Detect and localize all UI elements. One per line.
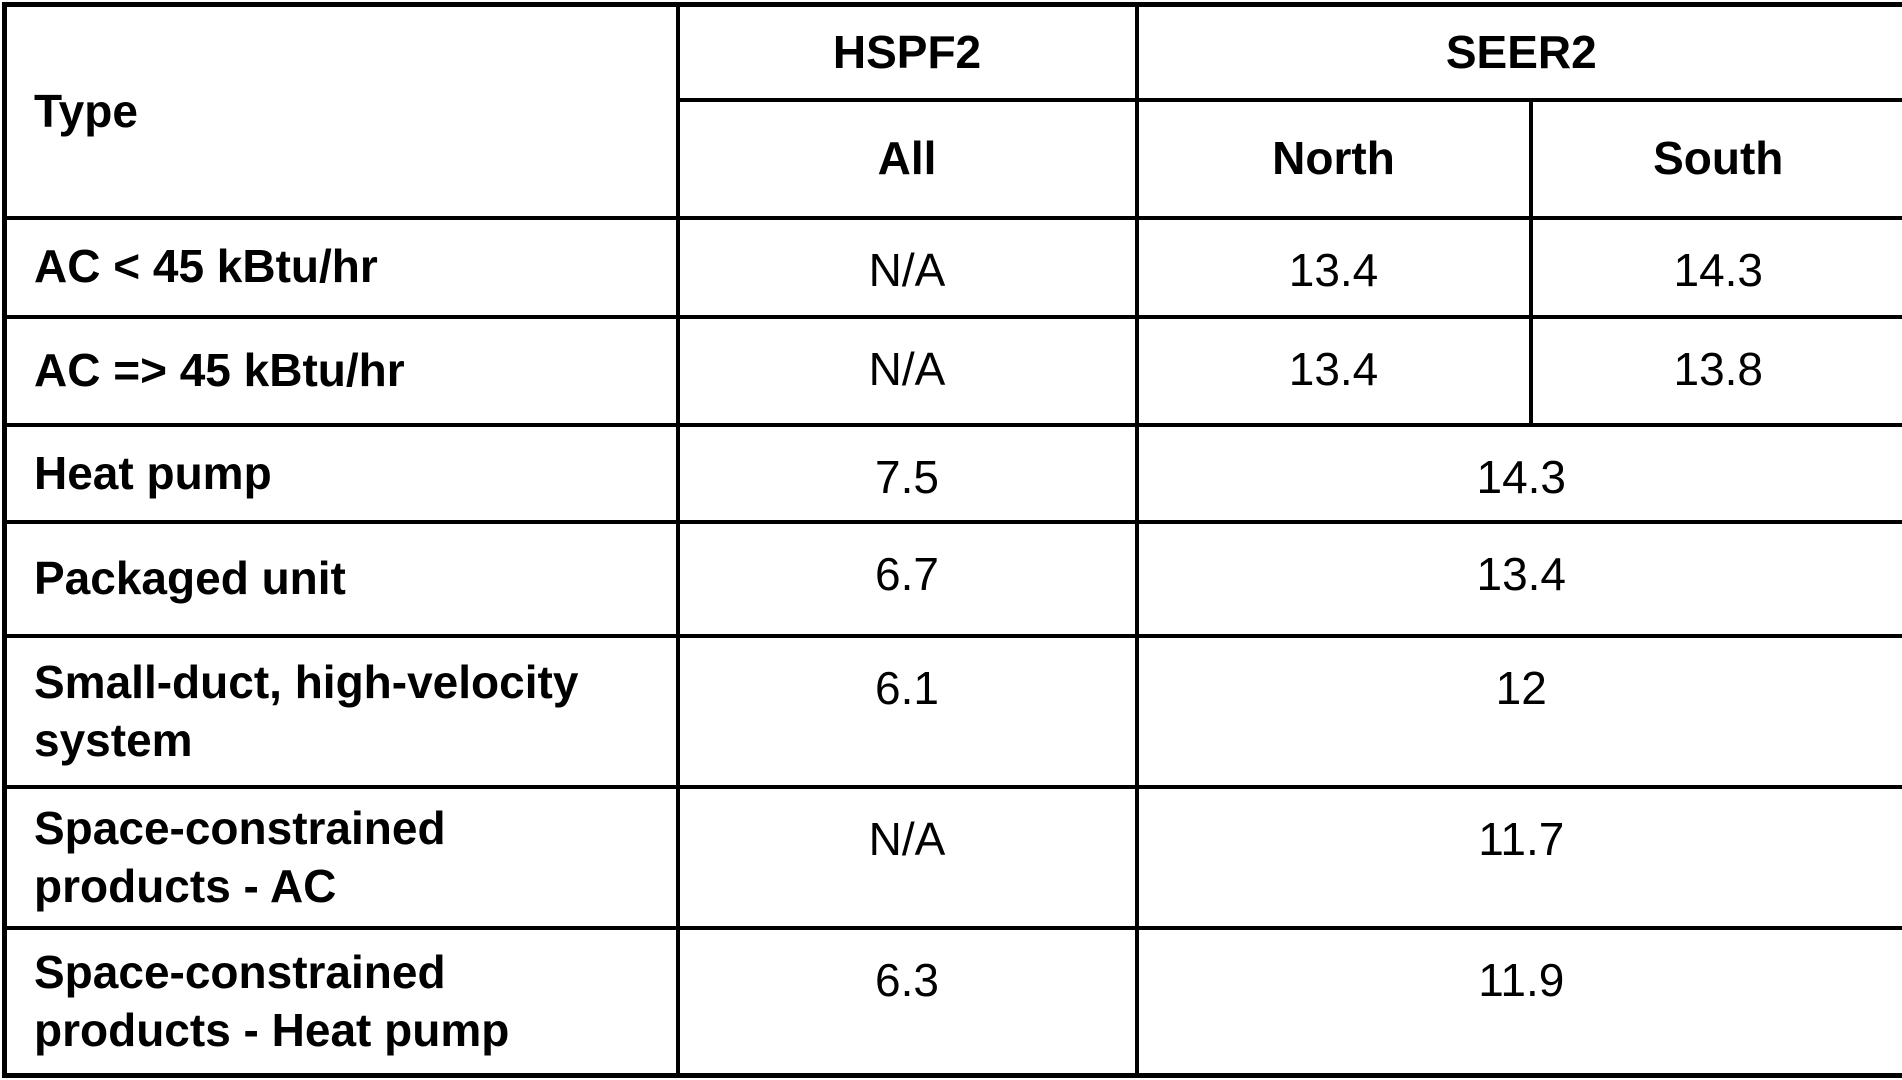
row-label-cell: Packaged unit bbox=[2, 519, 680, 639]
hspf2-header-cell: HSPF2 bbox=[675, 2, 1139, 102]
hspf2-value-cell: N/A bbox=[675, 215, 1139, 319]
hspf2-value-cell: 6.3 bbox=[675, 926, 1139, 1078]
table-row: Space-constrained products - Heat pump 6… bbox=[2, 926, 1902, 1078]
row-label-cell: Space-constrained products - AC bbox=[2, 785, 680, 931]
header-row-top: Type HSPF2 SEER2 bbox=[2, 2, 1902, 220]
seer2-header-cell: SEER2 bbox=[1134, 2, 1902, 102]
row-label-cell: Small-duct, high-velocity system bbox=[2, 634, 680, 790]
seer2-south-value-cell: 13.8 bbox=[1528, 314, 1902, 427]
table-row: AC => 45 kBtu/hr N/A 13.4 13.8 bbox=[2, 314, 1902, 427]
hspf2-value-cell: N/A bbox=[675, 785, 1139, 931]
hspf2-value-cell: 7.5 bbox=[675, 422, 1139, 524]
hspf2-value-cell: 6.7 bbox=[675, 519, 1139, 639]
seer2-north-value-cell: 13.4 bbox=[1134, 215, 1533, 319]
seer2-merged-value-cell: 11.7 bbox=[1134, 785, 1902, 931]
row-label-cell: AC < 45 kBtu/hr bbox=[2, 215, 680, 319]
hspf2-value-cell: N/A bbox=[675, 314, 1139, 427]
seer2-merged-value-cell: 14.3 bbox=[1134, 422, 1902, 524]
type-header-cell: Type bbox=[2, 2, 680, 220]
seer2-merged-value-cell: 13.4 bbox=[1134, 519, 1902, 639]
table-row: Packaged unit 6.7 13.4 bbox=[2, 519, 1902, 639]
hspf2-value-cell: 6.1 bbox=[675, 634, 1139, 790]
table-row: Small-duct, high-velocity system 6.1 12 bbox=[2, 634, 1902, 790]
row-label-cell: Heat pump bbox=[2, 422, 680, 524]
row-label-cell: Space-constrained products - Heat pump bbox=[2, 926, 680, 1078]
all-subheader-cell: All bbox=[675, 97, 1139, 220]
seer2-south-value-cell: 14.3 bbox=[1528, 215, 1902, 319]
table-row: Space-constrained products - AC N/A 11.7 bbox=[2, 785, 1902, 931]
table-row: AC < 45 kBtu/hr N/A 13.4 14.3 bbox=[2, 215, 1902, 319]
header-row-sub: All North South bbox=[5, 97, 1902, 220]
north-subheader-cell: North bbox=[1134, 97, 1533, 220]
seer2-north-value-cell: 13.4 bbox=[1134, 314, 1533, 427]
row-label-cell: AC => 45 kBtu/hr bbox=[2, 314, 680, 427]
seer2-merged-value-cell: 11.9 bbox=[1134, 926, 1902, 1078]
table-row: Heat pump 7.5 14.3 bbox=[2, 422, 1902, 524]
south-subheader-cell: South bbox=[1528, 97, 1902, 220]
seer2-merged-value-cell: 12 bbox=[1134, 634, 1902, 790]
